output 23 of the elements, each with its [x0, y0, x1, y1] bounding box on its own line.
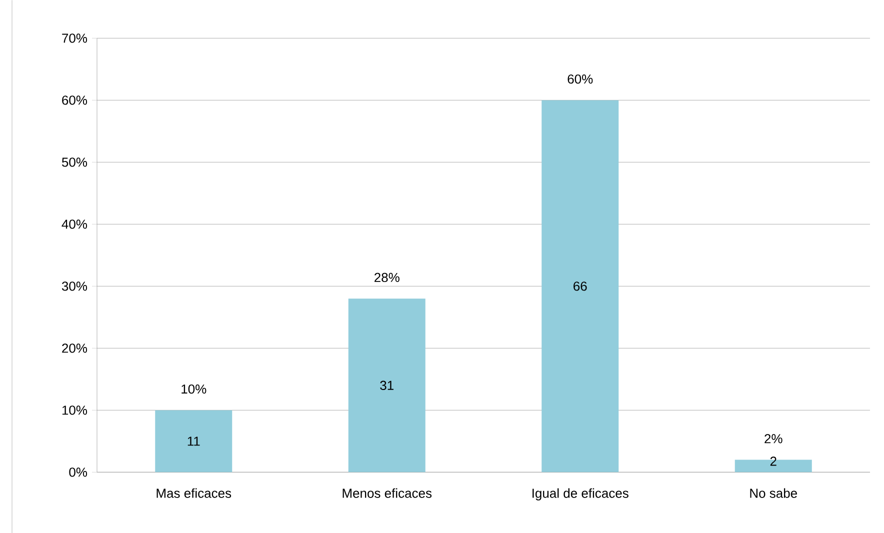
data-label: 60%	[568, 74, 593, 84]
bar	[542, 100, 619, 472]
data-label: 28%	[374, 272, 400, 282]
x-tick-label: Menos eficaces	[342, 488, 432, 498]
y-tick-label: 70%	[62, 33, 88, 43]
x-tick-label: No sabe	[750, 488, 797, 498]
y-tick-label: 50%	[62, 157, 88, 167]
annotation: 31	[380, 380, 394, 390]
bar	[348, 298, 426, 472]
y-tick-label: 0%	[69, 467, 88, 477]
annotation: 66	[574, 281, 587, 291]
y-tick-label: 60%	[62, 95, 88, 105]
data-label: 10%	[182, 384, 206, 394]
data-label: 2%	[764, 434, 782, 444]
y-tick-label: 10%	[62, 405, 88, 415]
bar	[155, 410, 232, 472]
y-tick-label: 20%	[62, 343, 88, 353]
x-tick-label: Mas eficaces	[156, 488, 232, 498]
y-tick-label: 30%	[62, 281, 88, 291]
annotation: 2	[770, 456, 776, 466]
annotation: 11	[188, 436, 200, 446]
x-tick-label: Igual de eficaces	[532, 488, 628, 500]
y-tick-label: 40%	[62, 219, 88, 229]
